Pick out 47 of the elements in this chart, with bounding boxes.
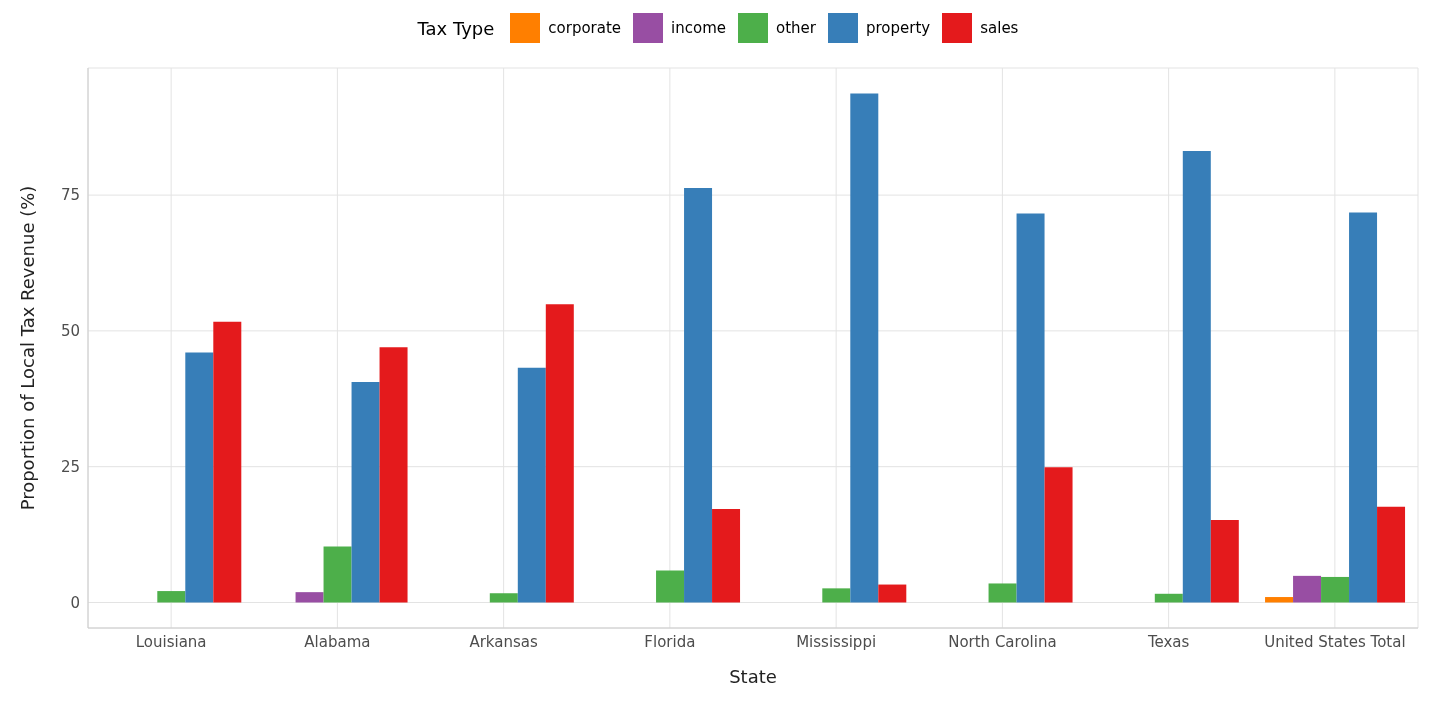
legend-title: Tax Type [417, 17, 495, 39]
x-tick-label: Louisiana [135, 632, 207, 651]
bar [323, 546, 352, 603]
y-tick-label: 50 [60, 322, 80, 341]
bar [1016, 213, 1045, 603]
bar [295, 592, 324, 603]
bar [213, 321, 242, 603]
x-tick-label: Florida [644, 632, 696, 651]
y-axis-title: Proportion of Local Tax Revenue (%) [17, 185, 39, 511]
bar [185, 352, 214, 603]
bar [684, 188, 713, 603]
legend-label: corporate [548, 19, 622, 37]
bar [1210, 519, 1239, 603]
bar [379, 347, 408, 603]
bar [157, 591, 186, 603]
x-axis-title: State [729, 666, 777, 687]
bar [712, 509, 741, 603]
bar [822, 588, 851, 603]
bar [1182, 151, 1211, 603]
y-tick-label: 0 [70, 593, 80, 612]
x-tick-label: Alabama [304, 632, 371, 651]
x-tick-label: Texas [1146, 632, 1190, 651]
bar [351, 381, 380, 603]
bar [656, 570, 685, 603]
legend-label: property [866, 19, 931, 37]
x-tick-label: North Carolina [948, 632, 1057, 651]
legend-label: sales [980, 19, 1019, 37]
bar [1293, 575, 1322, 603]
bar [850, 93, 879, 603]
y-tick-label: 25 [60, 458, 80, 477]
bar [1154, 593, 1183, 603]
bar [1349, 212, 1378, 603]
bar [517, 367, 546, 603]
bar [1377, 506, 1406, 603]
x-tick-label: United States Total [1264, 632, 1406, 651]
y-tick-label: 75 [60, 186, 80, 205]
bar [878, 584, 907, 603]
legend-label: other [776, 19, 816, 37]
legend-label: income [671, 19, 727, 37]
bar [1321, 576, 1350, 603]
bar [1044, 467, 1073, 603]
x-tick-label: Mississippi [796, 632, 877, 651]
bar [988, 583, 1017, 603]
bar [489, 593, 518, 603]
x-tick-label: Arkansas [469, 632, 538, 651]
bar [1265, 597, 1294, 603]
bar [545, 304, 574, 603]
